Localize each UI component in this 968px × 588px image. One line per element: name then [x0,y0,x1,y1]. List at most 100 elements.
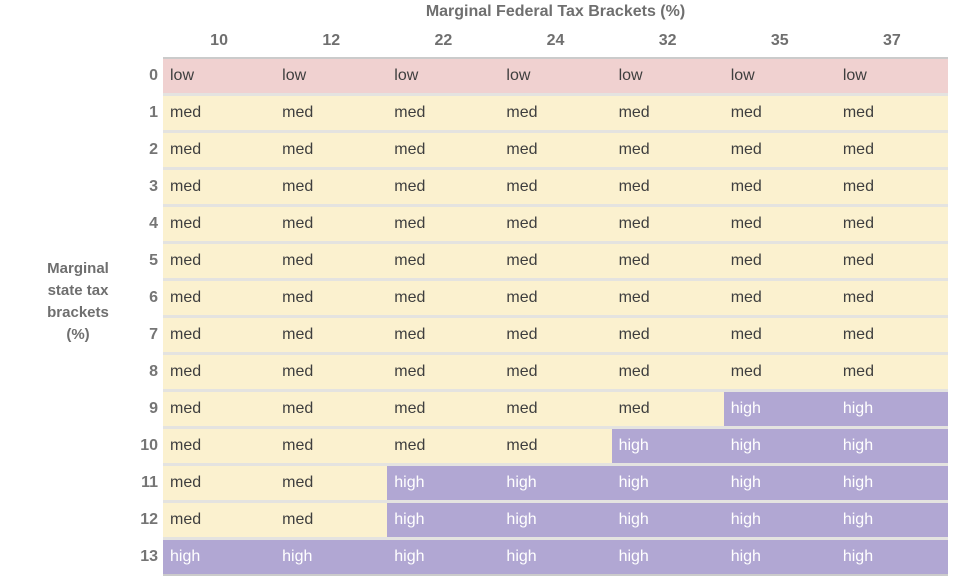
y-axis-title-line: brackets [47,304,109,321]
heatmap-cell-med: med [275,133,388,167]
heatmap-cell-high: high [499,540,612,574]
heatmap-cell-med: med [723,244,836,278]
heatmap-cell-high: high [499,466,612,500]
table-row: 11 med med high high high high high [141,463,948,500]
row-label: 10 [140,437,158,454]
heatmap-cell-med: med [499,281,612,315]
heatmap-cell-med: med [163,96,276,130]
heatmap-cell-med: med [499,318,612,352]
column-header: 22 [434,31,453,49]
table-row: 4 med med med med med med med [149,204,948,241]
table-row: 6 med med med med med med med [149,278,948,315]
row-label: 12 [140,511,158,528]
heatmap-cell-med: med [275,392,388,426]
column-header: 37 [883,31,901,49]
heatmap-cell-med: med [611,281,724,315]
heatmap-cell-med: med [611,318,724,352]
heatmap-cell-high: high [611,466,724,500]
heatmap-cell-med: med [499,429,612,463]
heatmap-cell-med: med [835,207,948,241]
table-row: 8 med med med med med med med [149,352,948,389]
heatmap-cell-med: med [163,170,276,204]
y-axis-title: Marginal state tax brackets (%) [2,258,154,346]
heatmap-cell-low: low [499,59,612,93]
heatmap-cell-med: med [611,392,724,426]
heatmap-cell-med: med [835,318,948,352]
heatmap-cell-med: med [387,207,500,241]
table-row: 1 med med med med med med med [149,93,948,130]
heatmap-cell-low: low [163,59,276,93]
y-axis-title-line: (%) [66,326,90,343]
heatmap-cell-med: med [275,244,388,278]
heatmap-cell-med: med [163,318,276,352]
column-headers: 10 12 22 24 32 35 37 [163,24,948,57]
heatmap-cell-med: med [499,96,612,130]
heatmap-cell-high: high [723,429,836,463]
heatmap-cell-med: med [387,244,500,278]
heatmap-cell-med: med [835,281,948,315]
heatmap-cell-med: med [387,429,500,463]
heatmap-cell-med: med [387,96,500,130]
row-label: 2 [149,141,158,158]
table-row: 13 high high high high high high high [140,537,948,574]
heatmap-cell-med: med [611,207,724,241]
heatmap-cell-med: med [387,281,500,315]
heatmap-cell-high: high [387,540,500,574]
heatmap-cell-low: low [723,59,836,93]
heatmap-cell-med: med [387,170,500,204]
column-header: 10 [210,31,228,49]
table-row: 12 med med high high high high high [140,500,948,537]
heatmap-cell-med: med [499,170,612,204]
column-header: 35 [770,31,789,49]
row-label: 1 [149,104,158,121]
heatmap-cell-med: med [499,244,612,278]
heatmap-cell-med: med [611,133,724,167]
table-row: 7 med med med med med med med [149,315,948,352]
heatmap-cell-med: med [835,170,948,204]
table-row: 10 med med med med high high high [140,426,948,463]
heatmap-cell-low: low [611,59,724,93]
heatmap-cell-med: med [163,133,276,167]
heatmap-cell-med: med [275,96,388,130]
heatmap-cell-med: med [499,207,612,241]
heatmap-cell-high: high [611,503,724,537]
heatmap-cell-high: high [835,429,948,463]
heatmap-cell-med: med [275,503,388,537]
row-label: 5 [149,252,158,269]
heatmap-cell-med: med [723,96,836,130]
heatmap-cell-med: med [163,429,276,463]
heatmap-cell-high: high [723,392,836,426]
table-row: 2 med med med med med med med [149,130,948,167]
heatmap-cell-high: high [163,540,276,574]
heatmap-cell-med: med [499,133,612,167]
heatmap-cell-med: med [275,355,388,389]
x-axis-title: Marginal Federal Tax Brackets (%) [425,3,686,20]
heatmap-cell-med: med [275,466,388,500]
column-header: 32 [658,31,677,49]
heatmap-cell-med: med [163,392,276,426]
row-label: 6 [149,289,158,306]
heatmap-cell-med: med [611,355,724,389]
heatmap-cell-high: high [275,540,388,574]
heatmap-cell-high: high [723,540,836,574]
heatmap-cell-high: high [835,466,948,500]
heatmap-cell-med: med [611,170,724,204]
heatmap-cell-high: high [499,503,612,537]
heatmap-cell-med: med [163,207,276,241]
heatmap-cell-med: med [723,281,836,315]
row-label: 7 [149,326,158,343]
column-header: 12 [322,31,341,49]
heatmap-cell-med: med [387,318,500,352]
heatmap-cell-med: med [275,318,388,352]
row-label: 3 [149,178,158,195]
row-label: 4 [149,215,158,232]
y-axis-title-line: state tax [47,282,109,299]
heatmap-cell-med: med [611,244,724,278]
table-row: 3 med med med med med med med [149,167,948,204]
heatmap-cell-high: high [723,466,836,500]
heatmap-cell-med: med [387,133,500,167]
heatmap-cell-med: med [611,96,724,130]
heatmap-cell-med: med [835,355,948,389]
y-axis-title-line: Marginal [47,260,109,277]
heatmap-cell-high: high [611,540,724,574]
